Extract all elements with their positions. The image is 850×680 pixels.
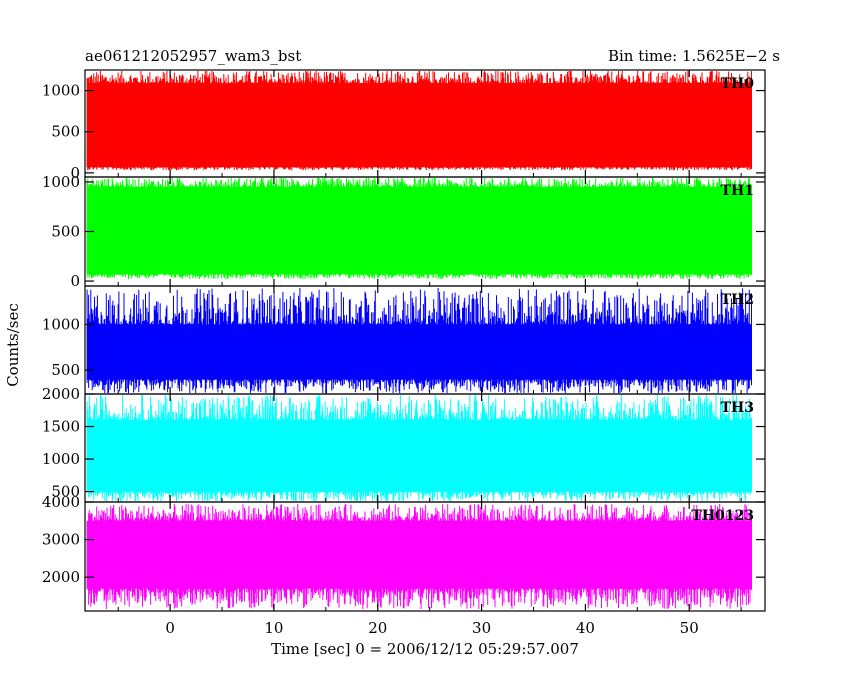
y-tick-label: 3000 — [42, 531, 80, 549]
y-tick-label: 1000 — [42, 173, 80, 191]
y-tick-label: 500 — [51, 223, 80, 241]
y-tick-label: 500 — [51, 361, 80, 379]
signal-trace-th2 — [86, 287, 752, 393]
panel-label: TH0 — [721, 76, 755, 92]
y-tick-label: 2000 — [42, 568, 80, 586]
signal-trace-th0123 — [86, 503, 752, 610]
panels-group: 0 500 1000 TH0 0 500 1000 TH1 500 1000 TH2 500 1000 1… — [42, 69, 766, 612]
y-tick-label: 4000 — [42, 493, 80, 511]
y-tick-label: 0 — [70, 164, 80, 182]
x-tick-label: 0 — [165, 619, 175, 637]
x-tick-label: 20 — [368, 619, 387, 637]
panel-th2: 500 1000 TH2 — [42, 285, 766, 395]
panel-label: TH2 — [721, 292, 754, 308]
y-tick-label: 1000 — [42, 82, 80, 100]
y-axis-label: Counts/sec — [4, 303, 22, 387]
y-tick-label: 500 — [51, 123, 80, 141]
x-axis: 0 10 20 30 40 50 — [165, 619, 698, 637]
y-tick-label: 1000 — [42, 450, 80, 468]
y-tick-label: 1000 — [42, 315, 80, 333]
x-tick-label: 10 — [264, 619, 283, 637]
x-tick-label: 30 — [472, 619, 491, 637]
x-tick-label: 50 — [680, 619, 699, 637]
panel-frame — [84, 501, 766, 612]
y-tick-label: 0 — [70, 272, 80, 290]
panel-th0123: 2000 3000 4000 TH0123 — [42, 493, 766, 612]
signal-trace-th3 — [86, 395, 752, 501]
panel-th0: 0 500 1000 TH0 — [42, 69, 766, 182]
panel-th3: 500 1000 1500 2000 TH3 — [42, 385, 766, 503]
bin-time-label: Bin time: 1.5625E−2 s — [608, 47, 780, 65]
signal-trace-th0 — [86, 71, 752, 171]
y-tick-label: 2000 — [42, 385, 80, 403]
panel-th1: 0 500 1000 TH1 — [42, 173, 766, 290]
signal-trace-th1 — [86, 178, 752, 280]
x-tick-label: 40 — [576, 619, 595, 637]
panel-label: TH1 — [721, 183, 754, 199]
x-axis-label: Time [sec] 0 = 2006/12/12 05:29:57.007 — [271, 640, 579, 658]
chart-title: ae061212052957_wam3_bst — [85, 47, 301, 65]
y-tick-label: 500 — [51, 483, 80, 501]
panel-label: TH0123 — [691, 508, 754, 524]
y-tick-label: 1500 — [42, 418, 80, 436]
panel-label: TH3 — [721, 400, 754, 416]
